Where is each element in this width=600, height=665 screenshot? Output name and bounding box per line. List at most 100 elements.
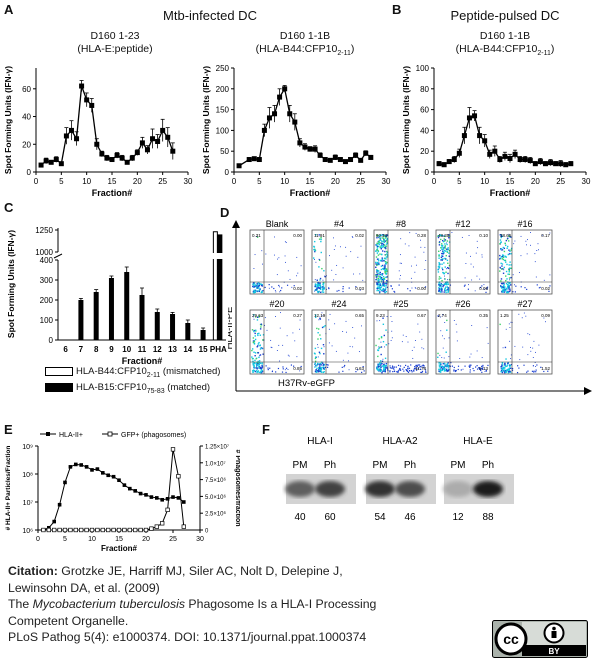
event-dot (444, 235, 446, 238)
event-dot (384, 367, 387, 369)
event-dot (385, 283, 388, 285)
x-axis-label: Fraction# (490, 188, 531, 198)
event-dot (504, 286, 506, 288)
event-dot (442, 285, 444, 288)
event-dot (317, 284, 319, 286)
data-point (487, 151, 493, 157)
event-dot (423, 367, 425, 369)
event-dot (509, 340, 511, 342)
event-dot (444, 365, 446, 367)
event-dot (329, 313, 331, 315)
y-axis-label: Spot Forming Units (IFN-γ) (201, 66, 211, 174)
event-dot (505, 282, 508, 285)
event-dot (441, 263, 443, 265)
event-dot (533, 371, 535, 373)
event-dot (317, 291, 319, 294)
x-tick-label: 5 (63, 536, 67, 543)
event-dot (259, 348, 262, 350)
event-dot (399, 278, 401, 280)
event-dot (258, 341, 260, 344)
event-dot (314, 249, 316, 252)
event-dot (379, 365, 381, 367)
event-dot (508, 368, 510, 370)
event-dot (464, 277, 466, 279)
x-axis-label: Fraction# (92, 188, 133, 198)
event-dot (345, 320, 347, 322)
legend-hla: HLA-II+ (59, 432, 83, 439)
bar-mismatched (212, 231, 218, 341)
event-dot (502, 286, 505, 288)
event-dot (470, 364, 472, 366)
data-point (461, 133, 467, 139)
event-dot (437, 235, 439, 237)
event-dot (386, 237, 389, 240)
data-point (38, 162, 44, 168)
event-dot (285, 371, 287, 374)
event-dot (376, 261, 379, 264)
event-dot (469, 369, 471, 371)
data-point-hla (106, 473, 110, 478)
legend-swatch-open (45, 366, 73, 376)
event-dot (512, 291, 514, 293)
event-dot (507, 370, 510, 373)
event-dot (383, 244, 386, 246)
event-dot (502, 254, 504, 256)
event-dot (469, 366, 471, 368)
event-dot (462, 368, 464, 370)
event-dot (467, 288, 470, 290)
event-dot (384, 269, 387, 271)
data-point-gfp (154, 524, 159, 529)
event-dot (392, 366, 394, 368)
event-dot (535, 366, 537, 367)
event-dot (258, 367, 260, 369)
event-dot (378, 263, 380, 266)
event-dot (379, 362, 381, 364)
event-dot (355, 371, 357, 373)
event-dot (506, 288, 508, 290)
event-dot (257, 345, 259, 347)
x-tick-label: 0 (36, 536, 40, 543)
event-dot (259, 355, 261, 357)
event-dot (444, 266, 446, 268)
x-axis-label: Fraction# (101, 544, 138, 553)
event-dot (379, 271, 381, 274)
event-dot (438, 278, 440, 280)
event-dot (381, 250, 384, 252)
event-dot (375, 250, 377, 252)
event-dot (270, 346, 272, 348)
event-dot (502, 288, 504, 290)
event-dot (252, 291, 255, 294)
event-dot (476, 350, 478, 352)
event-dot (405, 364, 407, 367)
event-dot (377, 279, 380, 281)
event-dot (442, 255, 444, 258)
event-dot (379, 360, 382, 362)
y-axis-label: HLA-II-PE (228, 307, 235, 350)
event-dot (266, 329, 268, 331)
event-dot (509, 261, 511, 263)
x-tick-label: 5 (257, 177, 262, 186)
cc-circle-icon (494, 622, 528, 656)
event-dot (258, 332, 260, 335)
quadrant-tr-value: 0.67 (417, 313, 426, 318)
event-dot (317, 346, 319, 348)
bar-matched (154, 312, 160, 340)
event-dot (262, 334, 265, 336)
event-dot (420, 366, 422, 368)
event-dot (377, 282, 379, 284)
event-dot (382, 317, 384, 319)
event-dot (382, 267, 384, 270)
event-dot (378, 287, 380, 290)
cc-by-license-badge[interactable]: cc BY (492, 620, 588, 658)
event-dot (256, 371, 258, 374)
event-dot (500, 285, 502, 287)
event-dot (345, 246, 347, 248)
event-dot (399, 365, 402, 367)
event-dot (376, 245, 379, 248)
quadrant-tr-value: 0.00 (293, 233, 302, 238)
event-dot (445, 291, 447, 294)
event-dot (254, 291, 257, 293)
event-dot (416, 364, 418, 366)
event-dot (401, 341, 403, 343)
event-dot (508, 273, 511, 276)
